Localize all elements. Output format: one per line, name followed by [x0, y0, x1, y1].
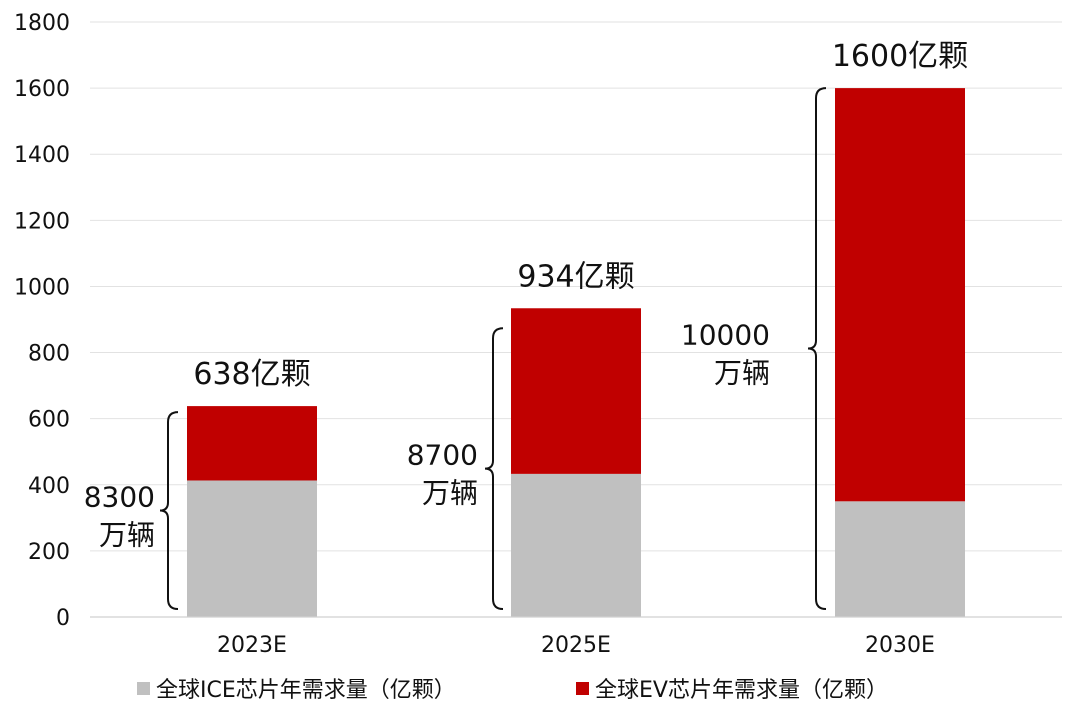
y-tick-label: 1800	[14, 11, 70, 36]
bracket-label-unit: 万辆	[422, 477, 478, 510]
bar-ice	[511, 473, 641, 617]
legend-item-ice: 全球ICE芯片年需求量（亿颗）	[137, 672, 456, 704]
bar-ev	[187, 406, 317, 481]
bar-ev	[511, 308, 641, 474]
brackets: 8300 万辆 8700 万辆 10000 万辆	[84, 87, 827, 610]
legend-swatch-ev	[576, 681, 589, 695]
total-label: 638亿颗	[193, 357, 310, 392]
data-labels: 638亿颗 934亿颗 1600亿颗	[193, 39, 968, 392]
bracket	[807, 87, 827, 610]
bar-ev	[835, 88, 965, 502]
y-tick-label: 600	[28, 408, 70, 433]
bracket-label-unit: 万辆	[714, 357, 770, 390]
legend: 全球ICE芯片年需求量（亿颗） 全球EV芯片年需求量（亿颗）	[0, 672, 1080, 708]
y-tick-label: 1200	[14, 209, 70, 234]
bracket-label-count: 10000	[681, 319, 770, 352]
bars	[187, 88, 965, 617]
y-tick-label: 0	[56, 606, 70, 631]
x-tick-label: 2023E	[217, 633, 287, 658]
bracket-label-unit: 万辆	[99, 519, 155, 552]
legend-label-ev: 全球EV芯片年需求量（亿颗）	[595, 678, 888, 703]
bar-ice	[835, 501, 965, 617]
y-tick-label: 1000	[14, 275, 70, 300]
bracket	[159, 411, 179, 610]
y-tick-label: 1600	[14, 77, 70, 102]
bracket-label-count: 8700	[407, 439, 478, 472]
legend-label-ice: 全球ICE芯片年需求量（亿颗）	[156, 678, 456, 703]
y-tick-label: 800	[28, 342, 70, 367]
x-tick-label: 2025E	[541, 633, 611, 658]
stacked-bar-chart: 0 200 400 600 800 1000 1200 1400 1600 1800 8300 万辆…	[14, 11, 1062, 658]
total-label: 1600亿颗	[832, 39, 968, 74]
legend-swatch-ice	[137, 681, 150, 695]
y-tick-label: 200	[28, 540, 70, 565]
y-tick-label: 1400	[14, 143, 70, 168]
bracket	[484, 327, 504, 610]
bracket-label-count: 8300	[84, 481, 155, 514]
bar-ice	[187, 480, 317, 617]
legend-item-ev: 全球EV芯片年需求量（亿颗）	[576, 672, 888, 704]
total-label: 934亿颗	[517, 259, 634, 294]
x-tick-label: 2030E	[865, 633, 935, 658]
y-tick-label: 400	[28, 474, 70, 499]
x-axis: 2023E 2025E 2030E	[90, 616, 1062, 658]
y-axis: 0 200 400 600 800 1000 1200 1400 1600 1800	[14, 11, 70, 631]
